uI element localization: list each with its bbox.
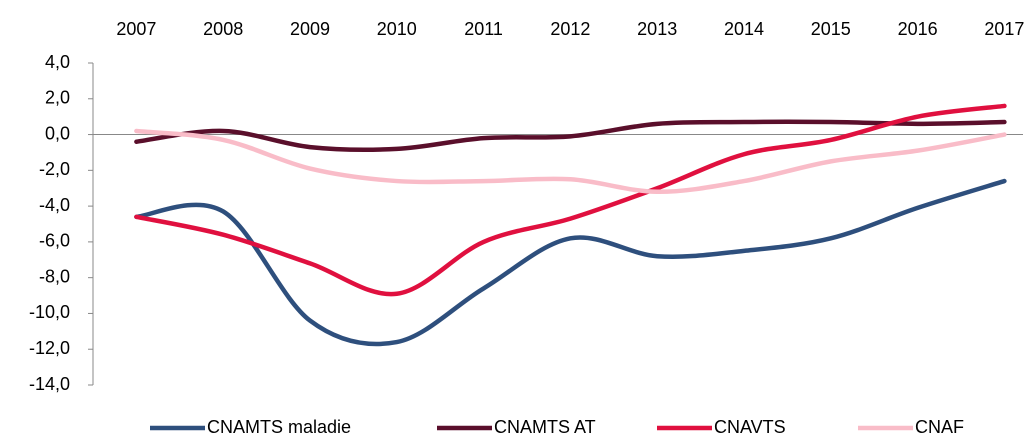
legend-label: CNAF <box>915 417 964 437</box>
y-tick-label: -8,0 <box>39 266 70 286</box>
x-tick-label: 2016 <box>898 19 938 39</box>
y-tick-label: -4,0 <box>39 195 70 215</box>
series-line <box>134 119 1007 152</box>
x-tick-label: 2012 <box>550 19 590 39</box>
y-tick-label: -12,0 <box>29 338 70 358</box>
x-tick-label: 2015 <box>811 19 851 39</box>
x-tick-label: 2009 <box>290 19 330 39</box>
y-tick-label: -2,0 <box>39 159 70 179</box>
legend-label: CNAVTS <box>714 417 786 437</box>
x-tick-label: 2008 <box>203 19 243 39</box>
x-tick-label: 2017 <box>984 19 1024 39</box>
series-line <box>134 103 1007 297</box>
series-line <box>134 128 1007 195</box>
x-tick-label: 2011 <box>464 19 503 39</box>
x-tick-label: 2013 <box>637 19 677 39</box>
legend-label: CNAMTS maladie <box>207 417 351 437</box>
y-tick-label: 0,0 <box>45 123 70 143</box>
y-tick-label: -10,0 <box>29 302 70 322</box>
y-tick-label: -6,0 <box>39 231 70 251</box>
x-tick-label: 2007 <box>116 19 156 39</box>
series-line <box>134 178 1007 347</box>
y-tick-label: 4,0 <box>45 52 70 72</box>
y-tick-label: -14,0 <box>29 374 70 394</box>
y-tick-label: 2,0 <box>45 88 70 108</box>
x-tick-label: 2010 <box>377 19 417 39</box>
legend-label: CNAMTS AT <box>494 417 596 437</box>
x-tick-label: 2014 <box>724 19 764 39</box>
